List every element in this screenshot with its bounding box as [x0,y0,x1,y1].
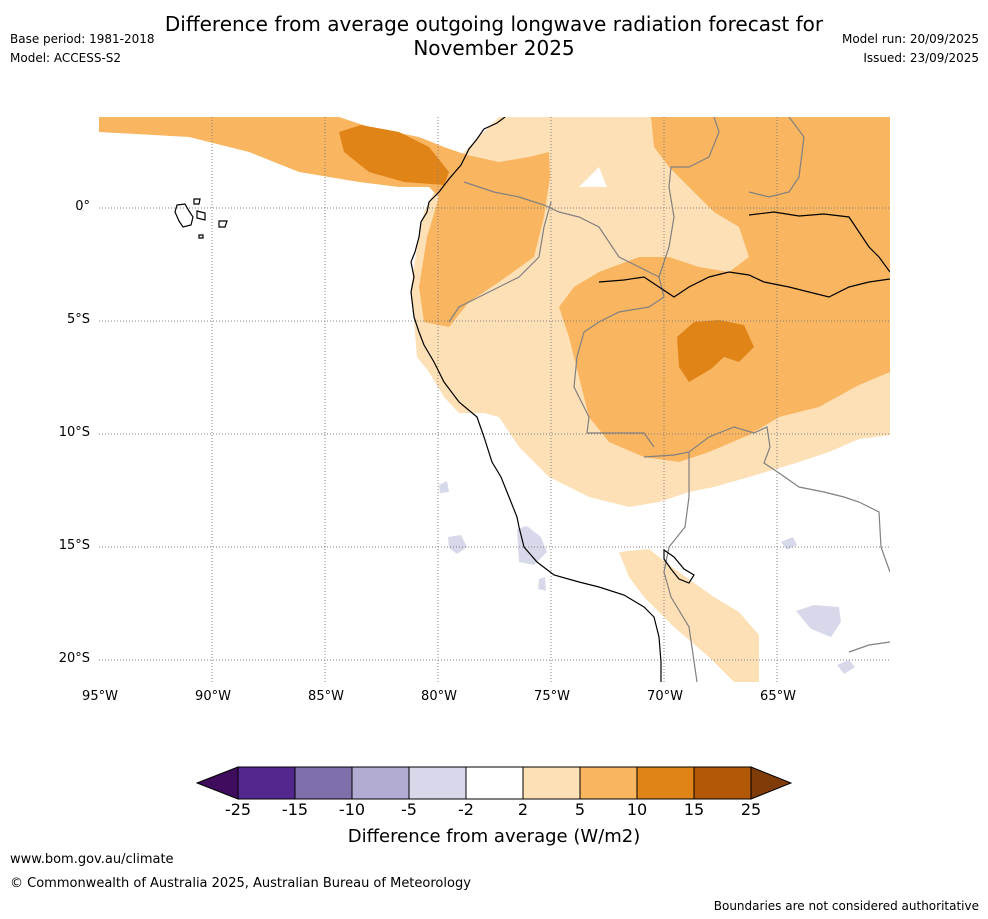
colorbar-segment [579,766,638,800]
lon-label: 80°W [421,689,457,704]
anomaly-region-10-15-pacific [339,125,449,185]
colorbar-tick: -25 [224,800,252,819]
model-run-date: Model run: 20/09/2025 [841,32,979,46]
colorbar-segment [351,766,410,800]
colorbar-extend-low [196,766,239,800]
colorbar-label: Difference from average (W/m2) [347,826,641,847]
colorbar-segment [408,766,467,800]
colorbar-tick: 2 [517,800,529,819]
colorbar-segment [237,766,296,800]
anomaly-region-neg-2-5 [439,481,855,674]
disclaimer-text: Boundaries are not considered authoritat… [713,899,979,913]
lat-label: 15°S [58,538,90,553]
lon-label: 75°W [534,689,570,704]
anomaly-region-5-10-amazon [559,117,890,462]
colorbar-tick: -15 [281,800,309,819]
copyright-text: © Commonwealth of Australia 2025, Austra… [10,876,471,891]
lon-label: 70°W [647,689,683,704]
colorbar-tick: -10 [338,800,366,819]
colorbar-tick: -2 [458,800,474,819]
country-borders [448,117,890,682]
anomaly-region-10-15-peru [677,320,754,382]
lon-label: 90°W [195,689,231,704]
colorbar-tick: 15 [683,800,705,819]
anomaly-map [99,117,890,682]
base-period: Base period: 1981-2018 [10,32,155,46]
title-line-1: Difference from average outgoing longwav… [164,12,824,36]
anomaly-region-2-5-altiplano [619,549,759,682]
river-north [748,211,890,273]
lat-label: 10°S [58,425,90,440]
colorbar-segment [522,766,581,800]
website-link[interactable]: www.bom.gov.au/climate [10,852,174,867]
chart-title: Difference from average outgoing longwav… [120,12,868,60]
amazon-river [598,271,890,298]
issued-date: Issued: 23/09/2025 [863,51,979,65]
lon-label: 85°W [308,689,344,704]
lon-label: 95°W [82,689,118,704]
colorbar-tick: 25 [740,800,762,819]
title-line-2: November 2025 [413,36,575,60]
coastline [410,117,662,682]
colorbar-segment [636,766,695,800]
colorbar-tick: 5 [574,800,586,819]
lat-label: 5°S [66,312,90,327]
lat-label: 0° [75,199,90,214]
galapagos-islands [174,198,228,239]
colorbar-tick: 10 [626,800,648,819]
lake-titicaca [663,548,695,584]
colorbar-segment [465,766,524,800]
model-name: Model: ACCESS-S2 [10,51,122,65]
graticule [99,117,890,682]
colorbar-segment [693,766,752,800]
colorbar-tick: -5 [401,800,417,819]
colorbar-extend-high [750,766,792,800]
colorbar [196,766,792,800]
lat-label: 20°S [58,651,90,666]
lon-label: 65°W [760,689,796,704]
colorbar-segment [294,766,353,800]
